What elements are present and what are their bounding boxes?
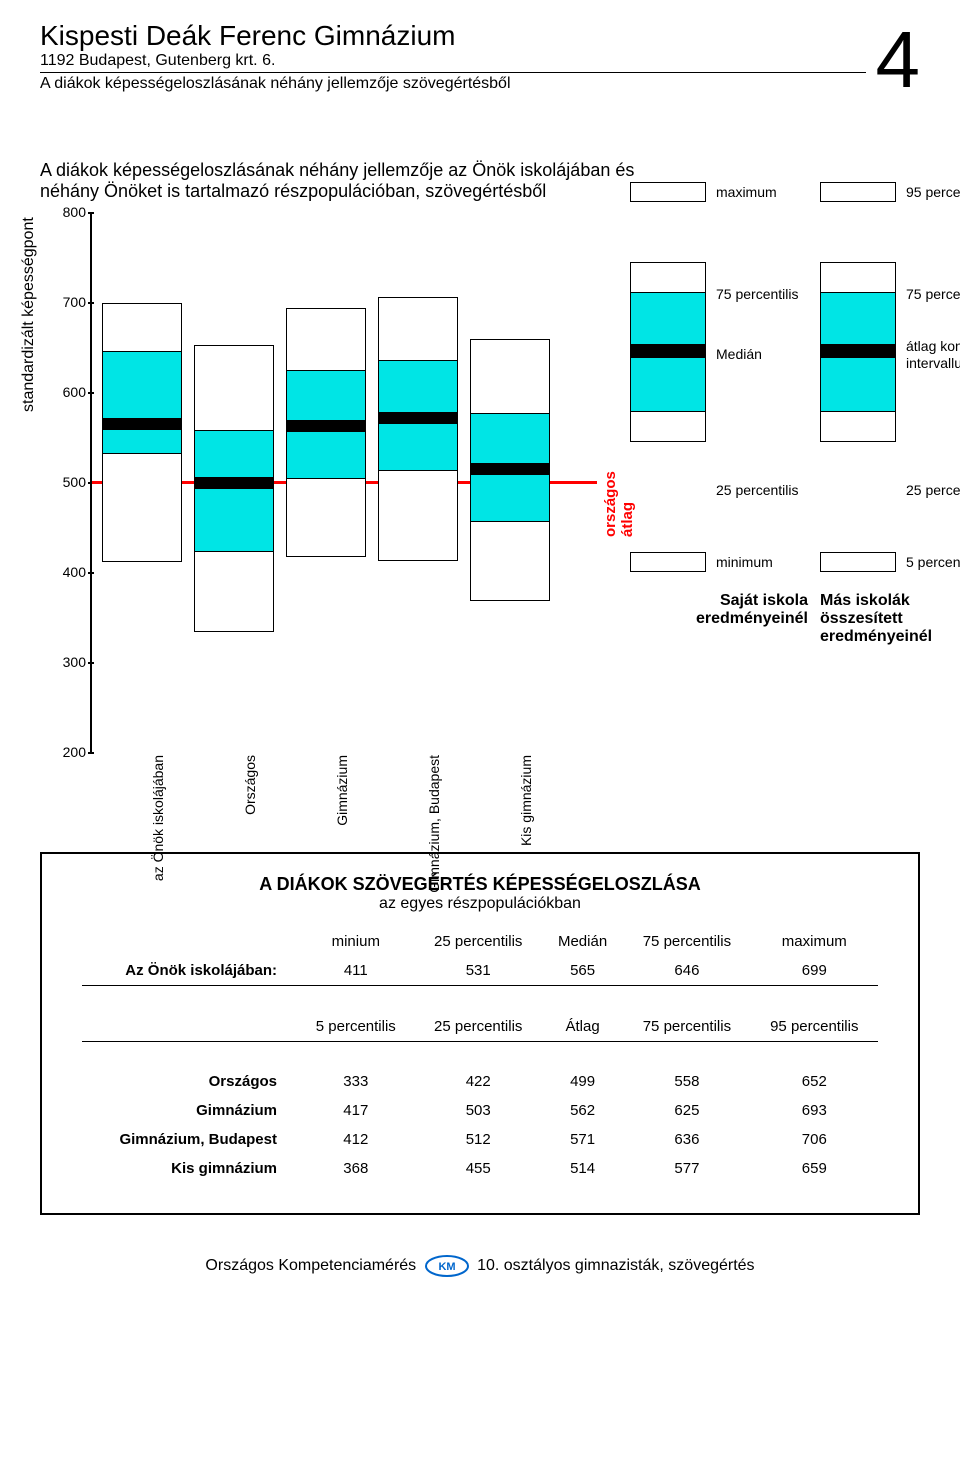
col-p5: 5 percentilis — [297, 1012, 415, 1042]
col-p75: 75 percentilis — [623, 927, 750, 956]
table-row: Gimnázium417503562625693 — [82, 1096, 878, 1125]
school-name: Kispesti Deák Ferenc Gimnázium — [40, 20, 866, 52]
chart-title-line1: A diákok képességeloszlásának néhány jel… — [40, 160, 634, 180]
col-p75b: 75 percentilis — [623, 1012, 750, 1042]
legend-minimum: minimum — [716, 554, 773, 570]
legend-conf2: intervalluma — [906, 355, 960, 371]
footer: Országos Kompetenciamérés KM 10. osztály… — [40, 1255, 920, 1277]
row-label: Gimnázium, Budapest — [82, 1125, 297, 1154]
school-address: 1192 Budapest, Gutenberg krt. 6. — [40, 52, 866, 73]
logo-icon: KM — [425, 1255, 469, 1277]
table-title: A DIÁKOK SZÖVEGÉRTÉS KÉPESSÉGELOSZLÁSA — [82, 874, 878, 895]
cell: 333 — [297, 1067, 415, 1096]
cell: 512 — [415, 1125, 542, 1154]
y-tick: 200 — [44, 744, 86, 760]
boxplot-chart: standardizált képességpont 8007006005004… — [40, 212, 920, 792]
y-tick: 800 — [44, 204, 86, 220]
cell: 577 — [623, 1154, 750, 1183]
legend-caption2-l1: Más iskolák — [820, 592, 910, 609]
legend-caption1-l2: eredményeinél — [696, 610, 808, 627]
cell: 636 — [623, 1125, 750, 1154]
legend-p25b: 25 percentilis — [906, 482, 960, 498]
cell: 411 — [297, 956, 415, 986]
cell: 417 — [297, 1096, 415, 1125]
col-median: Medián — [542, 927, 623, 956]
chart-title: A diákok képességeloszlásának néhány jel… — [40, 160, 920, 202]
national-average-label: országos átlag — [602, 471, 636, 537]
cell: 499 — [542, 1067, 623, 1096]
table-subtitle: az egyes részpopulációkban — [82, 895, 878, 913]
y-tick: 400 — [44, 564, 86, 580]
legend-p95: 95 percentilis — [906, 184, 960, 200]
box-2 — [286, 212, 366, 752]
cell: 562 — [542, 1096, 623, 1125]
footer-left: Országos Kompetenciamérés — [205, 1257, 416, 1274]
y-tick: 600 — [44, 384, 86, 400]
cell: 693 — [751, 1096, 878, 1125]
legend-p75: 75 percentilis — [716, 286, 799, 302]
legend-maximum: maximum — [716, 184, 777, 200]
col-max: maximum — [751, 927, 878, 956]
cell: 412 — [297, 1125, 415, 1154]
row-label: Kis gimnázium — [82, 1154, 297, 1183]
cell: 565 — [542, 956, 623, 986]
y-tick: 300 — [44, 654, 86, 670]
y-axis-label: standardizált képességpont — [20, 217, 38, 412]
legend-caption2-l2: összesített — [820, 610, 903, 627]
cell: 571 — [542, 1125, 623, 1154]
cell: 455 — [415, 1154, 542, 1183]
y-tick: 700 — [44, 294, 86, 310]
cell: 625 — [623, 1096, 750, 1125]
row-label: Országos — [82, 1067, 297, 1096]
col-minium: minium — [297, 927, 415, 956]
legend-caption2-l3: eredményeinél — [820, 628, 932, 645]
col-p95: 95 percentilis — [751, 1012, 878, 1042]
box-0 — [102, 212, 182, 752]
cell: 514 — [542, 1154, 623, 1183]
cell: 699 — [751, 956, 878, 986]
legend-caption1-l1: Saját iskola — [720, 592, 808, 609]
table-row: Kis gimnázium368455514577659 — [82, 1154, 878, 1183]
cell: 368 — [297, 1154, 415, 1183]
chart-title-line2: néhány Önöket is tartalmazó részpopuláci… — [40, 181, 546, 201]
header: Kispesti Deák Ferenc Gimnázium 1192 Buda… — [40, 20, 920, 100]
x-category: Kis gimnázium — [518, 755, 534, 915]
legend-p75b: 75 percentilis — [906, 286, 960, 302]
cell: 422 — [415, 1067, 542, 1096]
row-label: Gimnázium — [82, 1096, 297, 1125]
x-category: az Önök iskolájában — [150, 755, 166, 915]
svg-text:KM: KM — [438, 1261, 455, 1273]
plot-area: 800700600500400300200országos átlagaz Ön… — [90, 212, 560, 752]
cell: 659 — [751, 1154, 878, 1183]
x-category: Országos — [242, 755, 258, 915]
page-number: 4 — [876, 20, 921, 100]
table-row: Országos333422499558652 — [82, 1067, 878, 1096]
legend-p5: 5 percentilis — [906, 554, 960, 570]
x-category: Gimnázium, Budapest — [426, 755, 442, 915]
cell: 706 — [751, 1125, 878, 1154]
legend-median: Medián — [716, 346, 762, 362]
cell: 646 — [623, 956, 750, 986]
y-tick: 500 — [44, 474, 86, 490]
legend-p25: 25 percentilis — [716, 482, 799, 498]
box-1 — [194, 212, 274, 752]
row-own-school: Az Önök iskolájában: — [82, 956, 297, 986]
col-p25b: 25 percentilis — [415, 1012, 542, 1042]
page-subtitle: A diákok képességeloszlásának néhány jel… — [40, 75, 866, 93]
legend-conf1: átlag konfidencia — [906, 338, 960, 354]
box-4 — [470, 212, 550, 752]
box-3 — [378, 212, 458, 752]
footer-right: 10. osztályos gimnazisták, szövegértés — [477, 1257, 754, 1274]
table-row: Gimnázium, Budapest412512571636706 — [82, 1125, 878, 1154]
cell: 652 — [751, 1067, 878, 1096]
cell: 531 — [415, 956, 542, 986]
col-p25: 25 percentilis — [415, 927, 542, 956]
x-category: Gimnázium — [334, 755, 350, 915]
data-table: A DIÁKOK SZÖVEGÉRTÉS KÉPESSÉGELOSZLÁSA a… — [40, 852, 920, 1215]
cell: 503 — [415, 1096, 542, 1125]
cell: 558 — [623, 1067, 750, 1096]
col-mean: Átlag — [542, 1012, 623, 1042]
